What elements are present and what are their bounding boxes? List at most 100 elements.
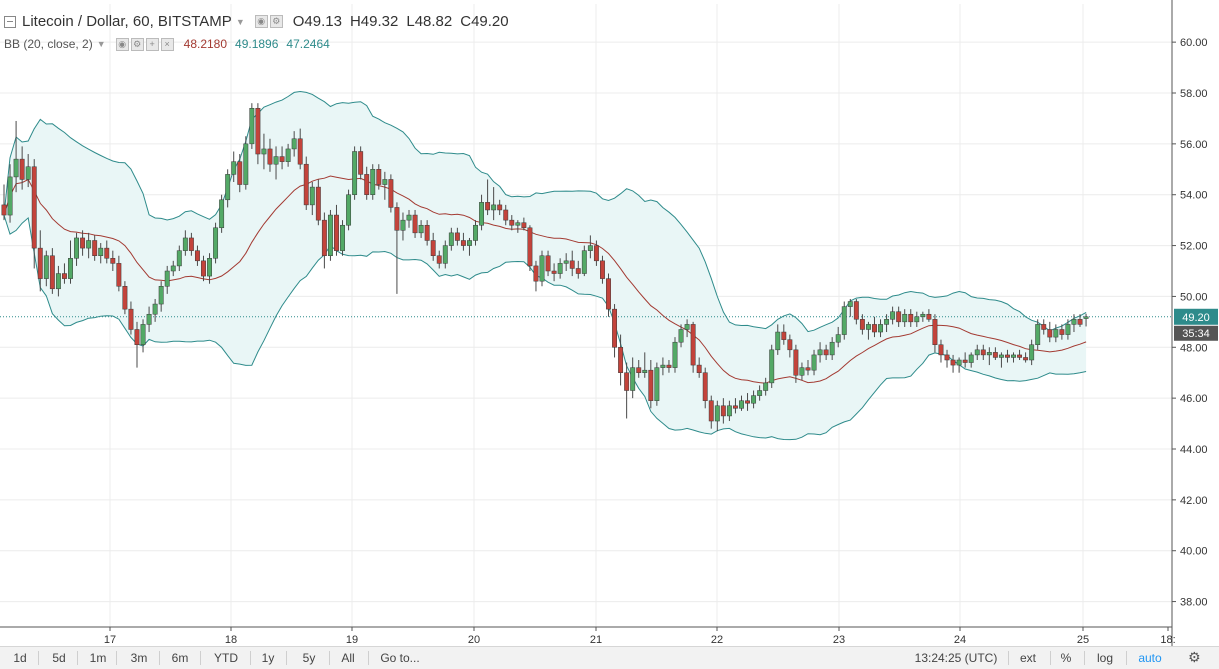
candle-body (1071, 319, 1077, 325)
candle-body (636, 367, 642, 373)
eye-icon[interactable]: ◉ (254, 15, 268, 28)
range-button-all[interactable]: All (341, 651, 355, 665)
candle-body (1065, 324, 1071, 335)
range-button-1d[interactable]: 1d (13, 651, 27, 665)
toolbar-separator (1084, 651, 1085, 665)
candle-body (823, 349, 829, 356)
bb-band-fill (4, 91, 1087, 440)
candle-body (678, 329, 684, 343)
scale-button-auto[interactable]: auto (1138, 651, 1162, 665)
toolbar-separator (329, 651, 330, 665)
candle-body (745, 400, 750, 404)
bb-close-icon[interactable]: × (160, 37, 174, 51)
bb-upper-line (3, 90, 1087, 333)
bb-add-icon[interactable]: + (145, 37, 159, 51)
candle-body (926, 313, 932, 320)
scale-button-log[interactable]: log (1096, 651, 1113, 665)
candle-body (188, 237, 194, 251)
price-tick-label: 44.00 (1180, 444, 1208, 456)
candle-body (835, 334, 841, 343)
candle-body (243, 143, 249, 185)
candle-body (938, 344, 944, 356)
range-button-1m[interactable]: 1m (89, 651, 107, 665)
candle-body (1023, 357, 1029, 361)
bb-basis-line (3, 175, 1087, 384)
candle-body (642, 369, 648, 373)
bb-settings-icon[interactable]: ⚙ (130, 37, 144, 51)
dropdown-caret-icon[interactable]: ▼ (235, 16, 245, 27)
time-tick-label: 21 (590, 634, 602, 646)
price-tick-label: 48.00 (1180, 342, 1208, 354)
candle-body (1041, 324, 1047, 330)
range-button-1y[interactable]: 1y (261, 651, 275, 665)
candle-body (92, 240, 98, 256)
scale-button-percent[interactable]: % (1060, 651, 1072, 665)
candle-body (1, 204, 7, 216)
candle-body (545, 255, 551, 272)
candle-body (309, 186, 315, 206)
candle-body (551, 270, 557, 274)
candle-body (219, 199, 225, 229)
candle-body (1005, 354, 1010, 358)
countdown-tag-text: 35:34 (1182, 328, 1210, 340)
candle-body (950, 359, 956, 366)
price-tick-label: 40.00 (1180, 546, 1208, 558)
range-button-5y[interactable]: 5y (302, 651, 316, 665)
time-tick-label: 18: (1160, 634, 1175, 646)
candle-body (321, 219, 327, 256)
price-tick-label: 42.00 (1180, 495, 1208, 507)
toolbar-separator (286, 651, 287, 665)
gear-icon[interactable]: ⚙ (1188, 649, 1201, 665)
candle-body (811, 354, 817, 371)
bb-dropdown-caret-icon[interactable]: ▼ (96, 39, 106, 49)
candle-body (793, 349, 799, 376)
candle-body (787, 339, 793, 351)
candle-body (140, 324, 146, 345)
high-label: H (349, 13, 361, 30)
candle-body (418, 224, 424, 234)
bb-lower-value: 47.2464 (286, 37, 330, 51)
candle-body (146, 313, 152, 325)
candle-body (406, 214, 412, 221)
range-button-goto[interactable]: Go to... (380, 651, 420, 665)
candle-body (201, 260, 206, 277)
price-tick-label: 54.00 (1180, 190, 1208, 202)
candle-body (624, 372, 630, 391)
price-chart[interactable]: 38.00 40.00 42.00 44.00 46.00 48.00 50.00 52.00… (0, 0, 1219, 646)
time-tick-label: 20 (468, 634, 480, 646)
candle-body (1053, 329, 1059, 338)
candle-body (884, 319, 890, 325)
candle-body (152, 303, 158, 315)
candle-body (503, 209, 509, 221)
symbol-title[interactable]: Litecoin / Dollar, 60, BITSTAMP (22, 13, 232, 30)
range-button-ytd[interactable]: YTD (214, 651, 238, 665)
candle-body (164, 270, 170, 287)
toolbar-separator (1126, 651, 1127, 665)
candle-body (376, 169, 382, 185)
bottom-toolbar: 1d 5d 1m 3m 6m YTD 1y 5y All Go to... 13:24:25 (UT… (0, 646, 1219, 669)
candle-body (714, 405, 720, 422)
bb-eye-icon[interactable]: ◉ (115, 37, 129, 51)
scale-button-ext[interactable]: ext (1019, 651, 1036, 665)
candle-body (648, 369, 654, 401)
indicator-legend: BB (20, close, 2) ▼ ◉ ⚙ + × 48.2180 49.1… (4, 37, 330, 51)
candle-body (732, 405, 738, 409)
candle-body (364, 174, 370, 195)
candle-body (533, 265, 539, 282)
range-button-3m[interactable]: 3m (130, 651, 148, 665)
time-tick-label: 25 (1077, 634, 1089, 646)
range-button-5d[interactable]: 5d (52, 651, 66, 665)
collapse-icon[interactable] (4, 15, 16, 28)
candle-body (442, 245, 448, 264)
candle-body (285, 148, 291, 162)
range-button-6m[interactable]: 6m (171, 651, 189, 665)
high-value: 49.32 (360, 13, 399, 30)
candle-body (968, 354, 974, 363)
last-price-tag (1174, 308, 1218, 325)
clock-readout[interactable]: 13:24:25 (UTC) (914, 651, 998, 665)
candle-body (1047, 329, 1053, 338)
settings-icon[interactable]: ⚙ (269, 15, 283, 28)
bb-label[interactable]: BB (20, close, 2) (4, 37, 93, 51)
candle-body (62, 273, 67, 279)
